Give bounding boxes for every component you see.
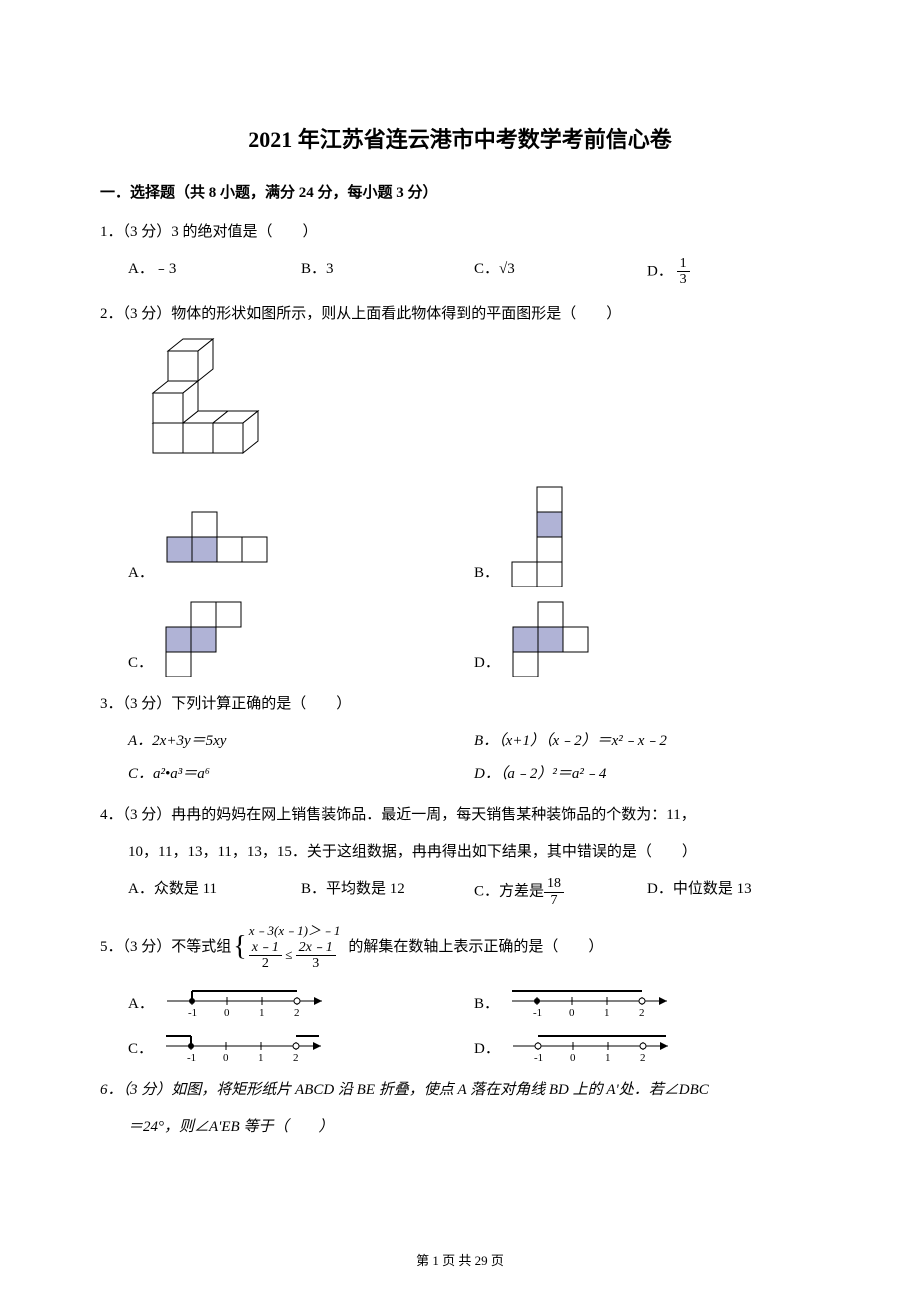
q1-choices: A．﹣3 B．3 C．√3 D． 1 3 — [100, 256, 820, 288]
svg-text:0: 0 — [570, 1052, 576, 1063]
q4-c-den: 7 — [544, 893, 564, 908]
q5-row-cd: C． -1 0 1 2 D． -1 0 1 2 — [100, 1028, 820, 1063]
q2-choice-b: B． — [474, 482, 820, 587]
q5-choice-c: C． -1 0 1 2 — [128, 1028, 474, 1063]
q2-b-grid — [507, 482, 577, 587]
q5-choice-a: A． -1 0 1 2 — [128, 983, 474, 1018]
brace-icon: { — [233, 922, 246, 972]
q2-row-cd: C． D． — [100, 597, 820, 677]
svg-text:2: 2 — [639, 1007, 645, 1018]
q4-choice-b: B．平均数是 12 — [301, 876, 474, 908]
page-footer: 第 1 页 共 29 页 — [0, 1249, 920, 1272]
svg-text:1: 1 — [258, 1052, 264, 1063]
q5-text: 5．（3 分）不等式组 { x﹣3(x﹣1)＞﹣1 x﹣1 2 ≤ 2x﹣1 3… — [100, 922, 820, 972]
q5-ineq2-lden: 2 — [249, 956, 282, 971]
q2-d-label: D． — [474, 650, 500, 677]
q5-row-ab: A． -1 0 1 2 B． -1 0 1 2 — [100, 983, 820, 1018]
q1-d-num: 1 — [677, 256, 690, 272]
q5-ineq-system: x﹣3(x﹣1)＞﹣1 x﹣1 2 ≤ 2x﹣1 3 — [249, 923, 341, 972]
q1-d-frac: 1 3 — [677, 256, 690, 288]
svg-text:0: 0 — [223, 1052, 229, 1063]
q4-text2: 10，11，13，11，13，15．关于这组数据，冉冉得出如下结果，其中错误的是… — [100, 839, 820, 866]
q2-c-grid — [161, 597, 246, 677]
q2-c-label: C． — [128, 650, 153, 677]
q2-row-ab: A． B． — [100, 482, 820, 587]
q5-a-numline: -1 0 1 2 — [162, 983, 332, 1018]
q3-text: 3．（3 分）下列计算正确的是（ ） — [100, 691, 820, 718]
q5-c-label: C． — [128, 1036, 153, 1063]
q2-a-grid — [162, 507, 272, 587]
q5-choice-b: B． -1 0 1 2 — [474, 983, 820, 1018]
q5-b-label: B． — [474, 991, 499, 1018]
q3-choice-a: A．2x+3y＝5xy — [128, 728, 474, 755]
q1-choice-d: D． 1 3 — [647, 256, 820, 288]
q5-ineq2-lnum: x﹣1 — [249, 940, 282, 956]
question-2: 2．（3 分）物体的形状如图所示，则从上面看此物体得到的平面图形是（ ） — [100, 301, 820, 677]
q2-choice-a: A． — [128, 507, 474, 587]
q2-choice-c: C． — [128, 597, 474, 677]
q2-3d-figure — [100, 338, 820, 468]
q5-a-label: A． — [128, 991, 154, 1018]
q1-d-label: D． — [647, 263, 673, 279]
q5-d-label: D． — [474, 1036, 500, 1063]
question-5: 5．（3 分）不等式组 { x﹣3(x﹣1)＞﹣1 x﹣1 2 ≤ 2x﹣1 3… — [100, 922, 820, 1062]
q4-c-num: 18 — [544, 876, 564, 892]
q5-ineq2-rden: 3 — [296, 956, 336, 971]
q5-le: ≤ — [285, 947, 292, 962]
q5-ineq1: x﹣3(x﹣1)＞﹣1 — [249, 923, 341, 938]
q1-d-den: 3 — [677, 272, 690, 287]
svg-text:1: 1 — [604, 1007, 610, 1018]
svg-text:-1: -1 — [533, 1007, 542, 1018]
q4-choice-c: C．方差是 18 7 — [474, 876, 647, 908]
q3-row1: A．2x+3y＝5xy B．（x+1）（x﹣2）＝x²﹣x﹣2 — [100, 728, 820, 755]
q3-choice-d: D．（a﹣2）²＝a²﹣4 — [474, 761, 820, 788]
q6-text1: 6．（3 分）如图，将矩形纸片 ABCD 沿 BE 折叠，使点 A 落在对角线 … — [100, 1077, 820, 1104]
q5-b-numline: -1 0 1 2 — [507, 983, 677, 1018]
svg-text:2: 2 — [640, 1052, 646, 1063]
q5-ineq2-left: x﹣1 2 — [249, 940, 282, 972]
q3-choice-c: C．a²•a³＝a⁶ — [128, 761, 474, 788]
q4-c-label: C．方差是 — [474, 884, 544, 900]
question-3: 3．（3 分）下列计算正确的是（ ） A．2x+3y＝5xy B．（x+1）（x… — [100, 691, 820, 788]
q2-d-grid — [508, 597, 593, 677]
question-4: 4．（3 分）冉冉的妈妈在网上销售装饰品．最近一周，每天销售某种装饰品的个数为：… — [100, 802, 820, 908]
q1-choice-b: B．3 — [301, 256, 474, 288]
question-6: 6．（3 分）如图，将矩形纸片 ABCD 沿 BE 折叠，使点 A 落在对角线 … — [100, 1077, 820, 1141]
q4-choice-a: A．众数是 11 — [128, 876, 301, 908]
q1-choice-a: A．﹣3 — [128, 256, 301, 288]
q1-text: 1．（3 分）3 的绝对值是（ ） — [100, 219, 820, 246]
q3-row2: C．a²•a³＝a⁶ D．（a﹣2）²＝a²﹣4 — [100, 761, 820, 788]
section-header: 一．选择题（共 8 小题，满分 24 分，每小题 3 分） — [100, 180, 820, 207]
svg-text:1: 1 — [259, 1007, 265, 1018]
q2-a-label: A． — [128, 560, 154, 587]
q3-choice-b: B．（x+1）（x﹣2）＝x²﹣x﹣2 — [474, 728, 820, 755]
svg-text:2: 2 — [293, 1052, 299, 1063]
page-title: 2021 年江苏省连云港市中考数学考前信心卷 — [100, 120, 820, 160]
q6-text2: ＝24°，则∠A'EB 等于（ ） — [100, 1114, 820, 1141]
q5-c-numline: -1 0 1 2 — [161, 1028, 331, 1063]
q2-text: 2．（3 分）物体的形状如图所示，则从上面看此物体得到的平面图形是（ ） — [100, 301, 820, 328]
svg-text:2: 2 — [294, 1007, 300, 1018]
svg-text:1: 1 — [605, 1052, 611, 1063]
q5-d-numline: -1 0 1 2 — [508, 1028, 678, 1063]
question-1: 1．（3 分）3 的绝对值是（ ） A．﹣3 B．3 C．√3 D． 1 3 — [100, 219, 820, 288]
svg-text:0: 0 — [569, 1007, 575, 1018]
q1-choice-c: C．√3 — [474, 256, 647, 288]
q2-choice-d: D． — [474, 597, 820, 677]
svg-text:0: 0 — [224, 1007, 230, 1018]
q4-text1: 4．（3 分）冉冉的妈妈在网上销售装饰品．最近一周，每天销售某种装饰品的个数为：… — [100, 802, 820, 829]
svg-text:-1: -1 — [187, 1052, 196, 1063]
q5-prefix: 5．（3 分）不等式组 — [100, 934, 231, 961]
q5-suffix: 的解集在数轴上表示正确的是（ ） — [348, 934, 603, 961]
svg-text:-1: -1 — [534, 1052, 543, 1063]
q4-choice-d: D．中位数是 13 — [647, 876, 820, 908]
q5-choice-d: D． -1 0 1 2 — [474, 1028, 820, 1063]
q5-ineq2-rnum: 2x﹣1 — [296, 940, 336, 956]
cube-3d-icon — [128, 338, 288, 468]
q4-choices: A．众数是 11 B．平均数是 12 C．方差是 18 7 D．中位数是 13 — [100, 876, 820, 908]
q2-b-label: B． — [474, 560, 499, 587]
svg-text:-1: -1 — [188, 1007, 197, 1018]
q4-c-frac: 18 7 — [544, 876, 564, 908]
q5-ineq2-right: 2x﹣1 3 — [296, 940, 336, 972]
